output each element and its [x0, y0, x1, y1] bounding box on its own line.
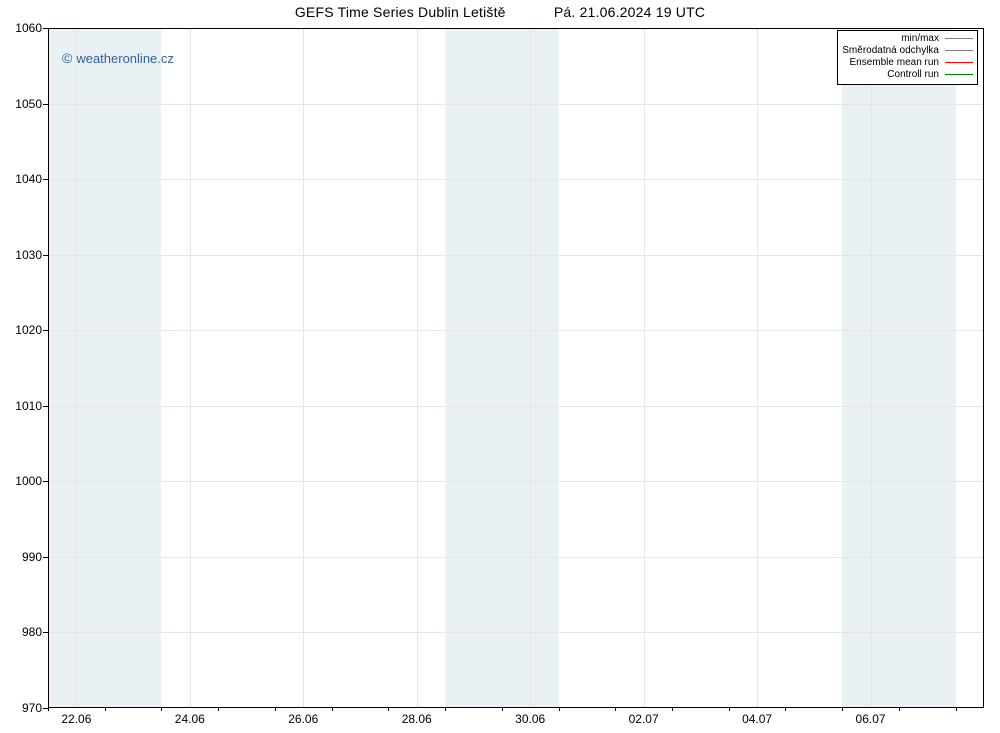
ytick-label: 1030 — [15, 248, 42, 262]
legend-item: min/max — [842, 33, 973, 45]
xtick-label: 06.07 — [856, 712, 886, 726]
ytick-label: 1060 — [15, 21, 42, 35]
title-right: Pá. 21.06.2024 19 UTC — [554, 4, 705, 20]
xtick-label: 22.06 — [61, 712, 91, 726]
ytick-label: 1050 — [15, 97, 42, 111]
xtick-mark — [161, 708, 162, 711]
gridline-h — [48, 104, 984, 105]
watermark: © weatheronline.cz — [62, 50, 174, 66]
gridline-h — [48, 481, 984, 482]
xtick-mark — [842, 708, 843, 711]
ytick-label: 1000 — [15, 474, 42, 488]
legend: min/maxSměrodatná odchylkaEnsemble mean … — [837, 30, 978, 85]
ytick-mark — [43, 557, 48, 558]
title-left: GEFS Time Series Dublin Letiště — [295, 4, 506, 20]
gridline-h — [48, 406, 984, 407]
gridline-h — [48, 179, 984, 180]
xtick-label: 02.07 — [629, 712, 659, 726]
ytick-label: 990 — [22, 550, 42, 564]
legend-item: Controll run — [842, 69, 973, 81]
plot-area: 9709809901000101010201030104010501060 22… — [48, 28, 984, 708]
xtick-mark — [785, 708, 786, 711]
pressure-chart: GEFS Time Series Dublin Letiště Pá. 21.0… — [0, 0, 1000, 733]
xtick-label: 24.06 — [175, 712, 205, 726]
ytick-mark — [43, 481, 48, 482]
legend-item: Směrodatná odchylka — [842, 45, 973, 57]
weekend-band — [842, 28, 955, 708]
gridline-h — [48, 330, 984, 331]
chart-title: GEFS Time Series Dublin Letiště Pá. 21.0… — [0, 4, 1000, 20]
legend-swatch — [945, 50, 973, 52]
legend-label: Controll run — [887, 69, 939, 81]
xtick-mark — [502, 708, 503, 711]
xtick-label: 26.06 — [288, 712, 318, 726]
xtick-mark — [218, 708, 219, 711]
legend-swatch — [945, 62, 973, 64]
xtick-label: 04.07 — [742, 712, 772, 726]
gridline-v — [757, 28, 758, 708]
xtick-mark — [672, 708, 673, 711]
ytick-mark — [43, 179, 48, 180]
ytick-label: 980 — [22, 625, 42, 639]
xtick-mark — [105, 708, 106, 711]
legend-swatch — [945, 38, 973, 40]
gridline-v — [871, 28, 872, 708]
ytick-label: 1010 — [15, 399, 42, 413]
weekend-band — [48, 28, 161, 708]
legend-label: Směrodatná odchylka — [842, 45, 939, 57]
ytick-label: 970 — [22, 701, 42, 715]
legend-label: Ensemble mean run — [850, 57, 940, 69]
legend-label: min/max — [901, 33, 939, 45]
xtick-mark — [388, 708, 389, 711]
xtick-label: 30.06 — [515, 712, 545, 726]
ytick-label: 1020 — [15, 323, 42, 337]
xtick-mark — [956, 708, 957, 711]
xtick-label: 28.06 — [402, 712, 432, 726]
legend-item: Ensemble mean run — [842, 57, 973, 69]
gridline-h — [48, 557, 984, 558]
xtick-mark — [48, 708, 49, 711]
gridline-v — [303, 28, 304, 708]
xtick-mark — [559, 708, 560, 711]
gridline-h — [48, 632, 984, 633]
weekend-band — [445, 28, 558, 708]
ytick-mark — [43, 406, 48, 407]
gridline-h — [48, 255, 984, 256]
watermark-text: weatheronline.cz — [76, 51, 174, 66]
copyright-icon: © — [62, 50, 72, 66]
xtick-mark — [899, 708, 900, 711]
ytick-mark — [43, 255, 48, 256]
legend-swatch — [945, 74, 973, 76]
ytick-label: 1040 — [15, 172, 42, 186]
gridline-v — [530, 28, 531, 708]
xtick-mark — [729, 708, 730, 711]
gridline-v — [190, 28, 191, 708]
ytick-mark — [43, 104, 48, 105]
gridline-v — [417, 28, 418, 708]
xtick-mark — [445, 708, 446, 711]
gridline-v — [644, 28, 645, 708]
xtick-mark — [275, 708, 276, 711]
ytick-mark — [43, 632, 48, 633]
xtick-mark — [332, 708, 333, 711]
gridline-v — [76, 28, 77, 708]
ytick-mark — [43, 28, 48, 29]
ytick-mark — [43, 330, 48, 331]
xtick-mark — [615, 708, 616, 711]
